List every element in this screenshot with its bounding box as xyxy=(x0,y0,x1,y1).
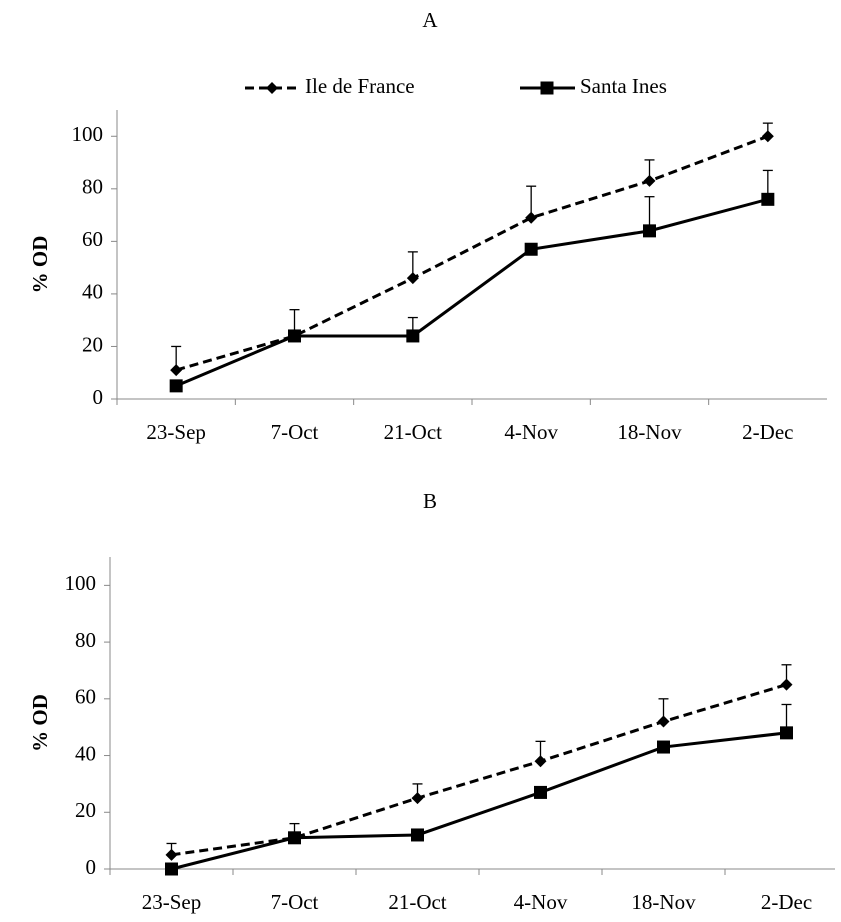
marker xyxy=(761,192,775,206)
series-line xyxy=(175,134,769,372)
marker xyxy=(761,130,774,143)
marker xyxy=(406,272,419,285)
marker xyxy=(288,831,301,845)
marker xyxy=(657,740,670,754)
y-tick-label: 20 xyxy=(82,332,103,356)
x-tick-label: 23-Sep xyxy=(146,420,206,444)
y-tick-label: 80 xyxy=(82,175,103,199)
marker xyxy=(540,81,554,95)
marker xyxy=(288,329,301,343)
y-tick-label: 80 xyxy=(75,628,96,652)
y-tick-label: 60 xyxy=(82,227,103,251)
marker xyxy=(169,379,183,393)
marker xyxy=(525,211,538,224)
series-line xyxy=(171,731,787,871)
marker xyxy=(411,792,424,805)
y-axis-title: % OD xyxy=(28,236,52,294)
marker xyxy=(643,174,656,187)
y-tick-label: 100 xyxy=(65,571,97,595)
x-tick-label: 18-Nov xyxy=(631,890,696,914)
x-tick-label: 2-Dec xyxy=(761,890,812,914)
chart-title: B xyxy=(423,489,437,513)
marker xyxy=(165,848,178,861)
marker xyxy=(780,726,793,740)
x-tick-label: 21-Oct xyxy=(384,420,442,444)
marker xyxy=(643,224,656,238)
y-tick-label: 0 xyxy=(93,385,104,409)
marker xyxy=(657,715,670,728)
x-tick-label: 4-Nov xyxy=(514,890,568,914)
marker xyxy=(266,82,278,94)
legend-label: Ile de France xyxy=(305,74,415,98)
marker xyxy=(524,242,538,256)
y-tick-label: 40 xyxy=(75,741,96,765)
series-line xyxy=(171,683,787,857)
marker xyxy=(411,828,424,842)
y-tick-label: 0 xyxy=(86,855,97,879)
marker xyxy=(170,364,183,377)
marker xyxy=(406,329,420,343)
x-tick-label: 21-Oct xyxy=(388,890,446,914)
y-tick-label: 100 xyxy=(72,122,104,146)
marker xyxy=(534,755,547,768)
y-axis-title: % OD xyxy=(28,694,52,752)
y-tick-label: 60 xyxy=(75,685,96,709)
x-tick-label: 2-Dec xyxy=(742,420,793,444)
marker xyxy=(534,785,547,799)
x-tick-label: 7-Oct xyxy=(271,890,319,914)
series-line xyxy=(175,197,769,388)
y-tick-label: 40 xyxy=(82,280,103,304)
marker xyxy=(165,862,178,876)
chart-title: A xyxy=(422,8,438,32)
x-tick-label: 4-Nov xyxy=(504,420,558,444)
x-tick-label: 7-Oct xyxy=(271,420,319,444)
y-tick-label: 20 xyxy=(75,798,96,822)
x-tick-label: 23-Sep xyxy=(142,890,202,914)
legend-label: Santa Ines xyxy=(580,74,667,98)
marker xyxy=(780,678,793,691)
x-tick-label: 18-Nov xyxy=(617,420,682,444)
